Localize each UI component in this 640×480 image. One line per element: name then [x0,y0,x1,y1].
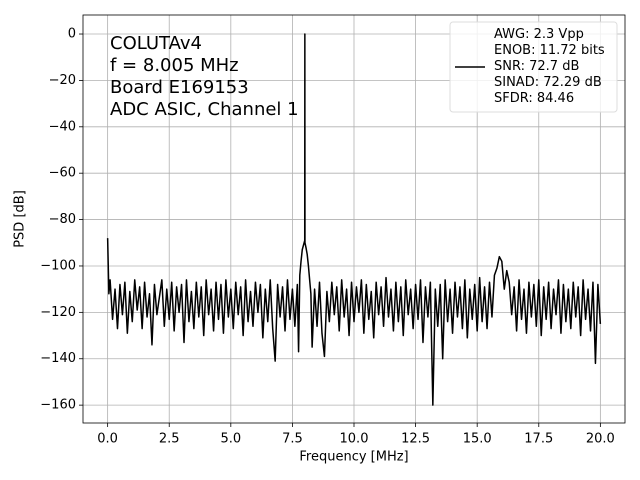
x-tick-label: 12.5 [401,432,430,447]
x-tick-label: 17.5 [524,432,553,447]
legend-box [449,21,618,113]
y-tick-label: −120 [40,305,76,320]
y-tick-label: −40 [49,119,76,134]
y-tick-label: −80 [49,212,76,227]
annotation: f = 8.005 MHz [110,55,239,76]
y-tick-label: −100 [40,258,76,273]
x-tick-label: 0.0 [97,432,118,447]
y-tick-label: −60 [49,166,76,181]
x-tick-label: 5.0 [220,432,241,447]
y-tick-label: −140 [40,351,76,366]
y-tick-label: 0 [68,27,76,42]
line-series [106,33,602,406]
x-axis-label: Frequency [MHz] [299,450,408,465]
x-tick-label: 10.0 [340,432,369,447]
x-tick-label: 7.5 [282,432,303,447]
x-tick-label: 2.5 [159,432,180,447]
x-tick-label: 20.0 [586,432,615,447]
annotation: COLUTAv4 [110,33,202,54]
x-tick-label: 15.0 [463,432,492,447]
y-axis-label: PSD [dB] [13,190,28,248]
y-tick-label: −20 [49,73,76,88]
y-tick-label: −160 [40,398,76,413]
annotation: Board E169153 [110,77,249,98]
annotation: ADC ASIC, Channel 1 [110,99,299,120]
legend-label: AWG: 2.3 Vpp ENOB: 11.72 bits SNR: 72.7 dB… [494,27,605,106]
